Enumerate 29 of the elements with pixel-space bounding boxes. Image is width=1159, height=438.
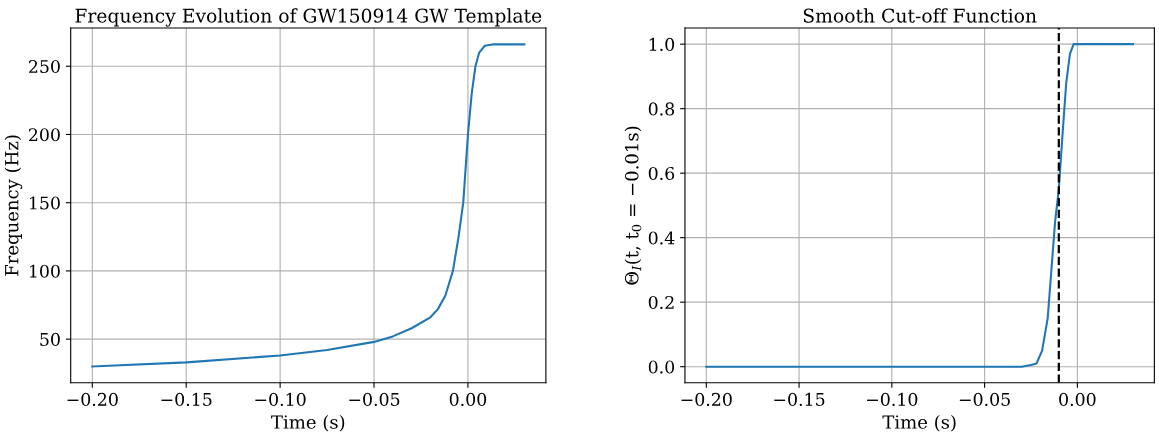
y-tick-label: 50 bbox=[40, 332, 60, 346]
y-tick-label: 0.4 bbox=[648, 231, 675, 245]
y-tick-label: 0.2 bbox=[648, 295, 674, 310]
x-tick-label: −0.05 bbox=[959, 392, 1010, 406]
x-tick-label: −0.10 bbox=[255, 392, 306, 406]
x-tick-label: −0.20 bbox=[681, 392, 732, 406]
chart-title: Frequency Evolution of GW150914 GW Template bbox=[75, 8, 542, 27]
y-axis-title: Frequency (Hz) bbox=[4, 135, 23, 276]
y-tick-label: 0.0 bbox=[648, 360, 675, 374]
y-tick-label: 0.6 bbox=[648, 166, 675, 181]
y-tick-label: 1.0 bbox=[649, 37, 675, 51]
x-tick-label: −0.10 bbox=[867, 392, 918, 406]
line-series bbox=[91, 43, 526, 368]
x-tick-label: 0.00 bbox=[449, 392, 487, 406]
x-tick-label: −0.20 bbox=[67, 392, 118, 406]
x-tick-label: −0.05 bbox=[349, 392, 400, 406]
y-tick-label: 150 bbox=[29, 196, 60, 210]
x-tick-label: −0.15 bbox=[161, 392, 212, 406]
y-axis-title: Θ$_{I}$(t, t$_{0}$ = −0.01s) bbox=[624, 126, 642, 285]
line-series bbox=[705, 43, 1135, 368]
x-axis-title: Time (s) bbox=[882, 414, 956, 432]
chart-title: Smooth Cut-off Function bbox=[803, 8, 1037, 23]
y-tick-label: 100 bbox=[29, 264, 60, 278]
x-tick-label: −0.15 bbox=[774, 392, 825, 406]
x-axis-title: Time (s) bbox=[271, 414, 345, 432]
x-tick-label: 0.00 bbox=[1059, 392, 1096, 406]
y-tick-label: 200 bbox=[29, 128, 60, 142]
y-tick-label: 250 bbox=[29, 59, 60, 74]
y-tick-label: 0.8 bbox=[648, 102, 675, 116]
